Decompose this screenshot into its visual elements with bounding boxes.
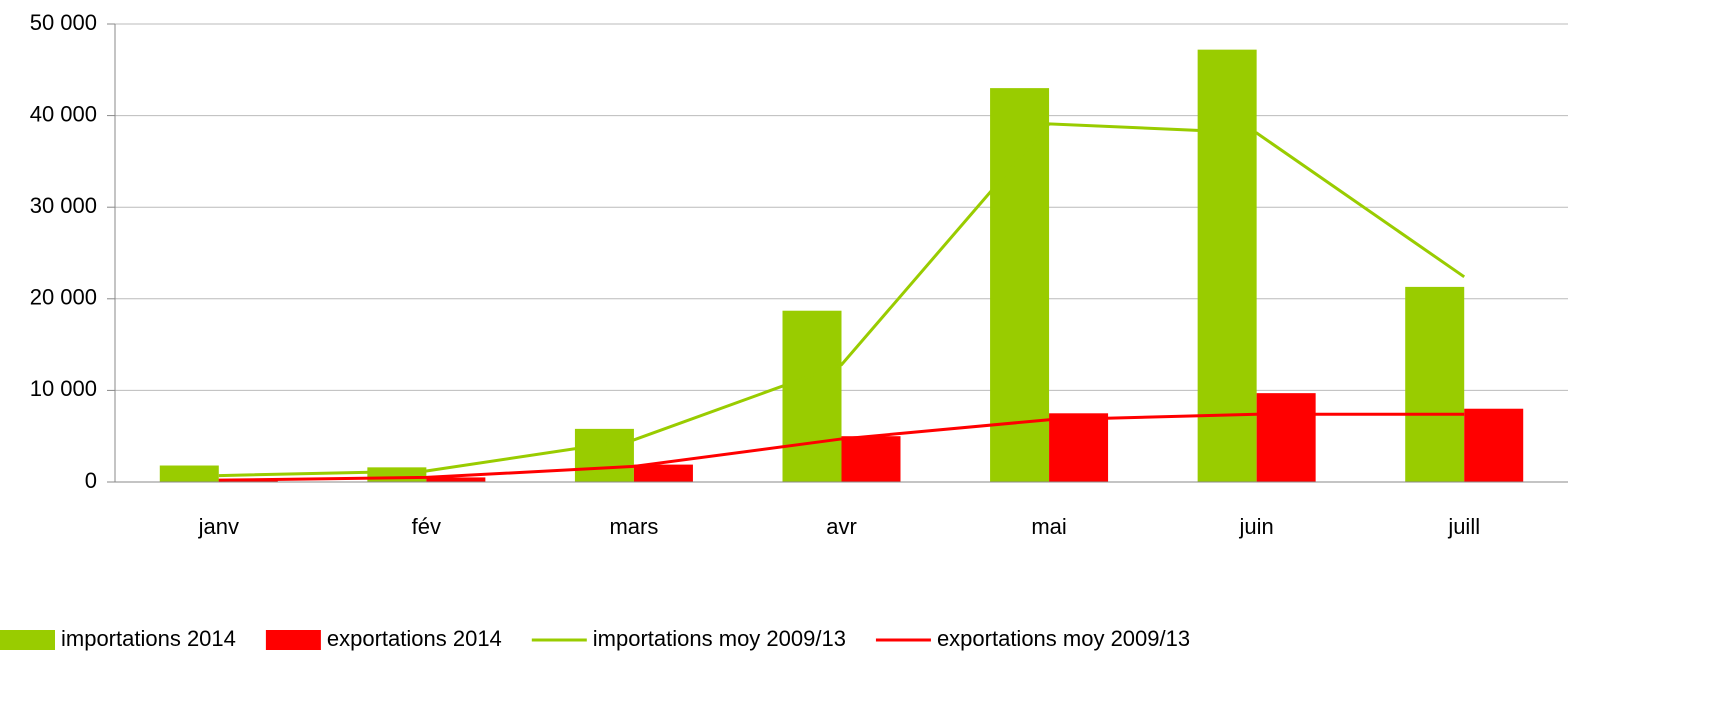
- legend-label: importations 2014: [61, 626, 236, 651]
- x-tick-label: juill: [1447, 514, 1480, 539]
- y-tick-label: 0: [85, 468, 97, 493]
- x-tick-label: avr: [826, 514, 857, 539]
- bar: [1464, 408, 1524, 482]
- line: [218, 122, 1466, 478]
- bar: [1049, 413, 1109, 482]
- bar: [1256, 393, 1316, 482]
- bar: [841, 436, 901, 482]
- legend-label: exportations 2014: [327, 626, 502, 651]
- legend-label: exportations moy 2009/13: [937, 626, 1190, 651]
- legend-swatch: [0, 630, 55, 650]
- legend-label: importations moy 2009/13: [593, 626, 846, 651]
- x-tick-label: janv: [198, 514, 239, 539]
- bar: [782, 310, 842, 482]
- bar: [1197, 49, 1257, 482]
- x-tick-label: mai: [1031, 514, 1066, 539]
- y-tick-label: 10 000: [30, 376, 97, 401]
- y-tick-label: 30 000: [30, 193, 97, 218]
- x-tick-label: juin: [1239, 514, 1274, 539]
- y-tick-label: 50 000: [30, 10, 97, 35]
- x-tick-label: fév: [412, 514, 441, 539]
- bar: [159, 465, 219, 482]
- bar: [426, 477, 486, 482]
- y-tick-label: 20 000: [30, 285, 97, 310]
- y-tick-label: 40 000: [30, 101, 97, 126]
- bar: [990, 88, 1050, 483]
- legend-swatch: [265, 630, 321, 650]
- x-tick-label: mars: [609, 514, 658, 539]
- bar: [633, 464, 693, 482]
- bar: [1405, 286, 1465, 482]
- bar: [367, 467, 427, 482]
- bar: [574, 428, 634, 482]
- line: [218, 412, 1465, 482]
